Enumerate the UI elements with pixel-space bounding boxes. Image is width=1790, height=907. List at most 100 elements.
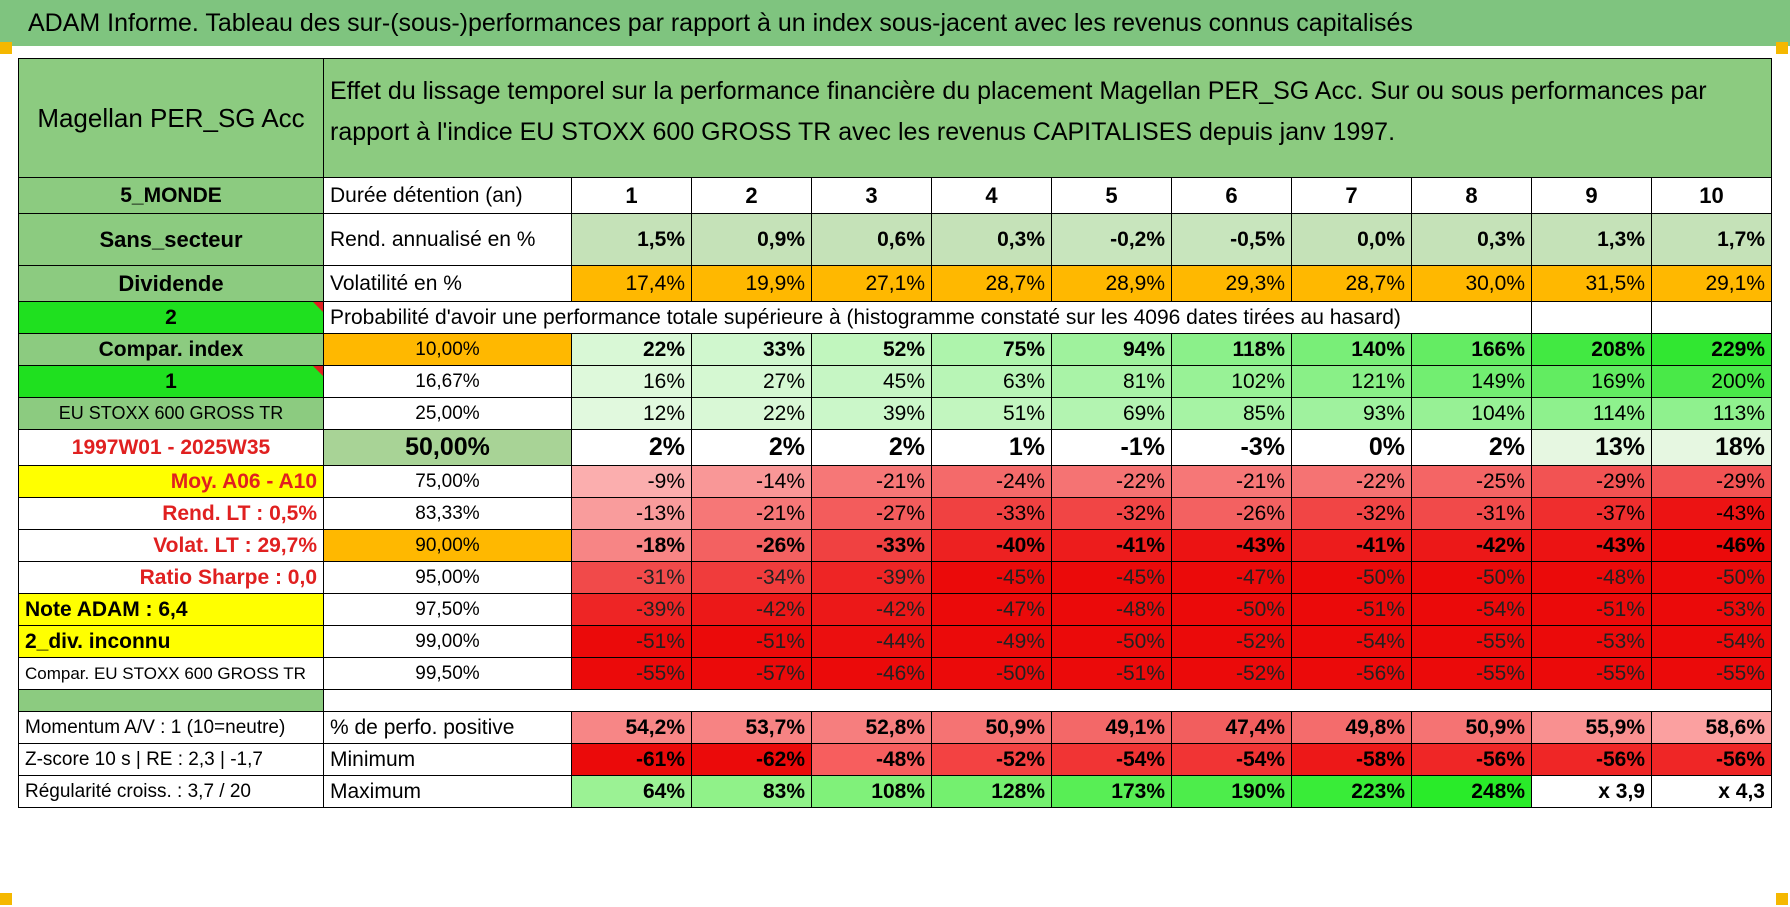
corner-marker xyxy=(1776,893,1788,905)
quantile-value: 0% xyxy=(1291,429,1412,466)
quantile-value: -33% xyxy=(931,497,1052,530)
quantile-level: 50,00% xyxy=(323,429,572,466)
quantile-value: -51% xyxy=(1531,593,1652,626)
minimum-value: -61% xyxy=(571,743,692,776)
quantile-value: -43% xyxy=(1651,497,1772,530)
corner-marker xyxy=(1776,42,1788,54)
corner-marker xyxy=(0,893,12,905)
quantile-value: -51% xyxy=(1051,657,1172,690)
quantile-value: 33% xyxy=(691,333,812,366)
rend-value: 1,3% xyxy=(1531,213,1652,266)
quantile-value: -40% xyxy=(931,529,1052,562)
maximum-value: 223% xyxy=(1291,775,1412,808)
year-header: 7 xyxy=(1291,177,1412,214)
maximum-value: 108% xyxy=(811,775,932,808)
quantile-value: -49% xyxy=(931,625,1052,658)
quantile-value: -32% xyxy=(1291,497,1412,530)
quantile-value: -42% xyxy=(811,593,932,626)
performance-table: Magellan PER_SG Acc Effet du lissage tem… xyxy=(18,58,1772,808)
positive-value: 47,4% xyxy=(1171,711,1292,744)
positive-value: 58,6% xyxy=(1651,711,1772,744)
regularite-label: Régularité croiss. : 3,7 / 20 xyxy=(18,775,324,808)
quantile-value: 229% xyxy=(1651,333,1772,366)
quantile-value: 169% xyxy=(1531,365,1652,398)
quantile-value: 114% xyxy=(1531,397,1652,430)
quantile-value: 52% xyxy=(811,333,932,366)
quantile-value: -26% xyxy=(1171,497,1292,530)
quantile-value: -21% xyxy=(691,497,812,530)
quantile-value: 75% xyxy=(931,333,1052,366)
rend-value: -0,2% xyxy=(1051,213,1172,266)
quantile-value: -42% xyxy=(1411,529,1532,562)
zscore-label: Z-score 10 s | RE : 2,3 | -1,7 xyxy=(18,743,324,776)
quantile-value: -50% xyxy=(1291,561,1412,594)
quantile-value: -55% xyxy=(1531,657,1652,690)
gap-cell xyxy=(18,689,324,712)
momentum-label: Momentum A/V : 1 (10=neutre) xyxy=(18,711,324,744)
quantile-value: -57% xyxy=(691,657,812,690)
sharpe-label: Ratio Sharpe : 0,0 xyxy=(18,561,324,594)
quantile-value: -14% xyxy=(691,465,812,498)
quantile-value: 22% xyxy=(571,333,692,366)
quantile-value: -50% xyxy=(1171,593,1292,626)
quantile-value: -54% xyxy=(1651,625,1772,658)
fund-name: Magellan PER_SG Acc xyxy=(18,58,324,178)
quantile-value: -39% xyxy=(811,561,932,594)
code2-value: 2 xyxy=(165,305,177,329)
volat-value: 17,4% xyxy=(571,265,692,302)
positive-value: 49,8% xyxy=(1291,711,1412,744)
quantile-value: -50% xyxy=(931,657,1052,690)
quantile-value: -39% xyxy=(571,593,692,626)
quantile-value: -41% xyxy=(1051,529,1172,562)
positive-value: 54,2% xyxy=(571,711,692,744)
moy-label: Moy. A06 - A10 xyxy=(18,465,324,498)
quantile-level: 99,00% xyxy=(323,625,572,658)
fund-description: Effet du lissage temporel sur la perform… xyxy=(323,58,1772,178)
quantile-value: -24% xyxy=(931,465,1052,498)
quantile-value: 149% xyxy=(1411,365,1532,398)
quantile-value: -1% xyxy=(1051,429,1172,466)
compar-eu-label: Compar. EU STOXX 600 GROSS TR xyxy=(18,657,324,690)
quantile-value: 208% xyxy=(1531,333,1652,366)
year-header: 8 xyxy=(1411,177,1532,214)
report-title: ADAM Informe. Tableau des sur-(sous-)per… xyxy=(0,0,1790,46)
quantile-value: -32% xyxy=(1051,497,1172,530)
quantile-value: 94% xyxy=(1051,333,1172,366)
year-header: 5 xyxy=(1051,177,1172,214)
rend-value: 0,6% xyxy=(811,213,932,266)
volat-value: 29,1% xyxy=(1651,265,1772,302)
quantile-value: 39% xyxy=(811,397,932,430)
quantile-level: 83,33% xyxy=(323,497,572,530)
volat-value: 30,0% xyxy=(1411,265,1532,302)
year-header: 3 xyxy=(811,177,932,214)
rend-lt-label: Rend. LT : 0,5% xyxy=(18,497,324,530)
maximum-value: 83% xyxy=(691,775,812,808)
positive-value: 49,1% xyxy=(1051,711,1172,744)
quantile-value: -31% xyxy=(571,561,692,594)
quantile-value: -55% xyxy=(571,657,692,690)
quantile-value: 113% xyxy=(1651,397,1772,430)
quantile-value: -47% xyxy=(931,593,1052,626)
zone-label: 5_MONDE xyxy=(18,177,324,214)
volat-value: 19,9% xyxy=(691,265,812,302)
quantile-value: 200% xyxy=(1651,365,1772,398)
quantile-value: 1% xyxy=(931,429,1052,466)
quantile-value: -48% xyxy=(1051,593,1172,626)
quantile-value: 93% xyxy=(1291,397,1412,430)
quantile-value: -45% xyxy=(1051,561,1172,594)
positive-label: % de perfo. positive xyxy=(323,711,572,744)
quantile-level: 99,50% xyxy=(323,657,572,690)
quantile-value: -29% xyxy=(1531,465,1652,498)
index-name-label: EU STOXX 600 GROSS TR xyxy=(18,397,324,430)
quantile-level: 10,00% xyxy=(323,333,572,366)
quantile-value: 51% xyxy=(931,397,1052,430)
minimum-value: -56% xyxy=(1531,743,1652,776)
quantile-value: -55% xyxy=(1411,657,1532,690)
corner-marker xyxy=(0,42,12,54)
positive-value: 50,9% xyxy=(1411,711,1532,744)
quantile-value: -21% xyxy=(811,465,932,498)
rend-value: 1,5% xyxy=(571,213,692,266)
quantile-value: -13% xyxy=(571,497,692,530)
quantile-value: 104% xyxy=(1411,397,1532,430)
compar-index-label: Compar. index xyxy=(18,333,324,366)
